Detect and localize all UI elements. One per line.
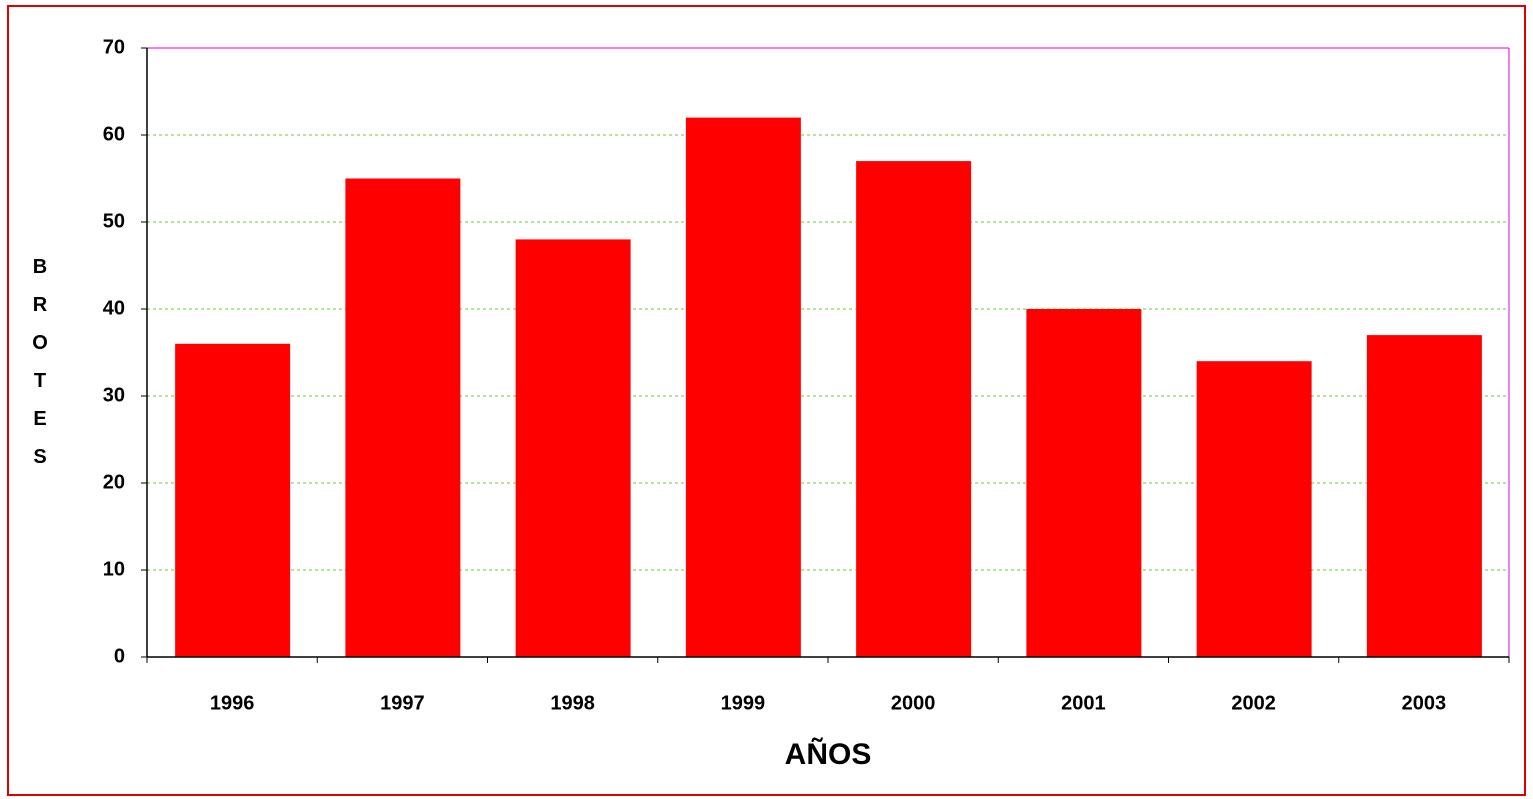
y-tick-label: 50	[103, 210, 125, 232]
y-tick-label: 10	[103, 558, 125, 580]
y-tick-label: 0	[114, 645, 125, 667]
x-tick-label: 1996	[210, 692, 255, 714]
bar	[685, 117, 801, 658]
y-tick-label: 60	[103, 123, 125, 145]
x-tick-label: 2002	[1231, 692, 1276, 714]
x-tick-label: 1998	[550, 692, 595, 714]
x-tick-label: 1999	[721, 692, 766, 714]
bar	[1196, 361, 1312, 657]
bar	[1026, 309, 1142, 657]
x-tick-label: 2001	[1061, 692, 1106, 714]
y-axis-label: BROTES	[29, 256, 51, 484]
bar	[856, 161, 972, 657]
bar	[1366, 335, 1482, 657]
x-axis-label: AÑOS	[785, 737, 872, 771]
y-tick-label: 40	[103, 297, 125, 319]
bar	[515, 239, 631, 657]
x-tick-label: 2003	[1402, 692, 1447, 714]
y-tick-label: 30	[103, 384, 125, 406]
bar	[175, 343, 291, 657]
bar	[345, 178, 461, 657]
chart-frame	[7, 5, 1526, 796]
x-tick-label: 2000	[891, 692, 936, 714]
y-tick-label: 20	[103, 471, 125, 493]
x-tick-label: 1997	[380, 692, 425, 714]
y-tick-label: 70	[103, 36, 125, 58]
